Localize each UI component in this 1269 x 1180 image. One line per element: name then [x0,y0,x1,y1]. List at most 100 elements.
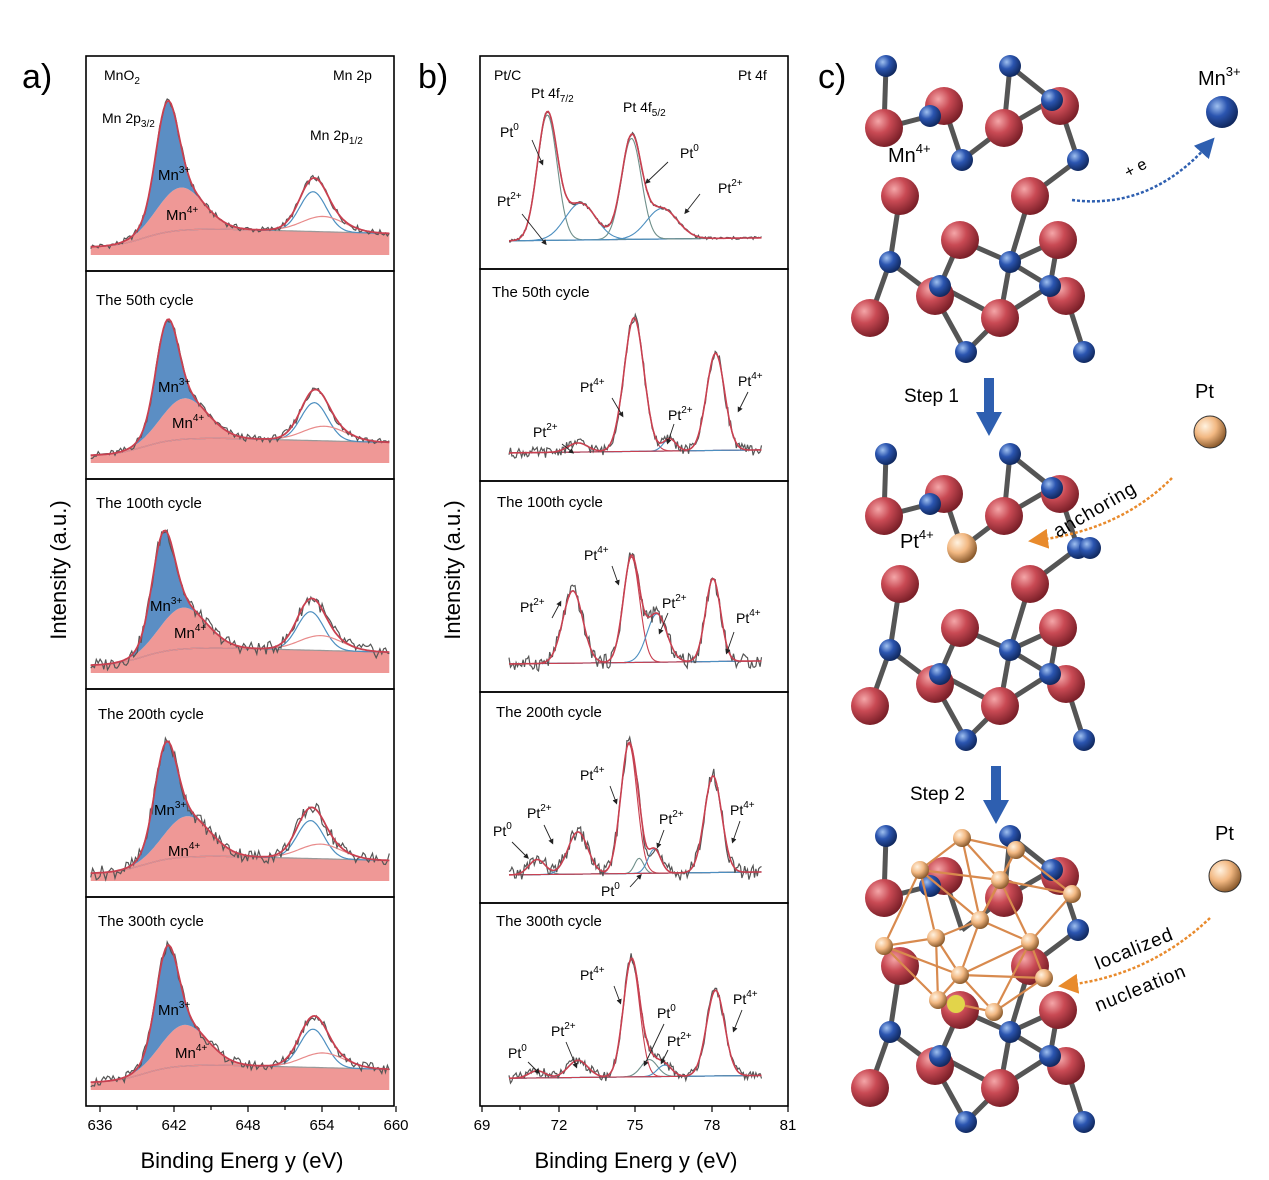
pt-bond [1015,849,1073,895]
pt-atom [1035,969,1053,987]
step1-label: Step 1 [904,386,959,407]
mno2-lattice-anchoring [851,443,1101,751]
pt-atom [951,966,969,984]
a-peak-label-1-2: Mn 2p1/2 [310,127,363,147]
oxygen-atom [1039,609,1077,647]
mn-atom [999,251,1021,273]
nucleation-arrow [1058,917,1211,994]
mn-2p12-component [90,634,390,666]
step2-arrow-head [983,800,1009,824]
pt-atom [991,871,1009,889]
pt-seed-atom [947,995,965,1013]
xtick-label: 636 [87,1117,112,1134]
panel-c-schematic [851,55,1101,1133]
xtick-label: 78 [704,1117,721,1134]
oxygen-atom [981,1069,1019,1107]
pt-atom [1021,933,1039,951]
panel-b-ylabel: Intensity (a.u.) [440,500,465,639]
pt-label: Pt4+ [580,765,605,783]
mn-atom [875,443,897,465]
mn-atom [999,1021,1021,1043]
pt-bond [961,836,1017,852]
panel-a-letter: a) [22,58,52,96]
pt-label: Pt4+ [733,989,758,1007]
fit-envelope [509,316,762,454]
pt-bond [999,879,1031,943]
panel-c-letter: c) [818,58,846,96]
mn-atom [929,663,951,685]
pt-label: Pt0 [680,143,699,161]
pt-bond [919,868,1001,882]
mn-2p12-component [90,215,390,248]
oxygen-atom [865,879,903,917]
pt-label: Pt2+ [533,422,558,440]
mn-atom [999,443,1021,465]
oxygen-atom [881,177,919,215]
mn-atom [1039,275,1061,297]
raw-spectrum [508,312,763,460]
fit-envelope [90,740,390,875]
pt-bond [883,944,961,977]
pt-label: Pt2+ [718,178,743,196]
mn-atom [929,275,951,297]
pt-component-peak [509,202,762,242]
pt-label: Pt2+ [662,593,687,611]
b-annotation-arrows [511,139,749,1074]
pt-label: Pt0 [601,881,620,899]
pt-atom [1063,885,1081,903]
mn4-label: Mn4+ [172,413,204,432]
oxygen-atom [1011,177,1049,215]
fit-envelope [509,957,762,1079]
oxygen-atom [851,687,889,725]
pt-bond [959,941,1031,976]
mn-atom [879,1021,901,1043]
mn-atom [1041,89,1063,111]
pt-atom [953,829,971,847]
anchoring-arrow [1028,477,1173,549]
pt-component-peak [509,556,762,665]
oxygen-atom [985,497,1023,535]
oxygen-atom [851,299,889,337]
mn3-area [90,530,390,666]
pt-bond [960,837,982,921]
pt-label: Pt0 [500,122,519,140]
mn4-label: Mn4+ [175,1043,207,1062]
b-header-left: Pt/C [494,67,521,83]
mn-atom [951,149,973,171]
mn-atom [1067,149,1089,171]
b-row-title-4: The 300th cycle [496,913,602,930]
step2-label: Step 2 [910,784,965,805]
mn-atom [1067,919,1089,941]
pt4-site-label: Pt4+ [900,527,934,553]
oxygen-atom [1011,565,1049,603]
mn3-label: Mn3+ [158,165,190,184]
pt-label: Pt2+ [551,1021,576,1039]
pt-label: Pt2+ [667,1031,692,1049]
mno2-lattice-initial [851,55,1095,363]
xtick-label: 75 [627,1117,644,1134]
xtick-label: 81 [780,1117,797,1134]
mn3-label: Mn3+ [158,1000,190,1019]
panel-b-xlabel: Binding Energ y (eV) [535,1148,738,1173]
pt-atom [985,1003,1003,1021]
mn-atom [919,493,941,515]
panel-a-spectra [90,98,390,1090]
pt-label-step2: Pt [1215,823,1234,845]
oxygen-atom [981,299,1019,337]
oxygen-atom [985,109,1023,147]
mn4-label: Mn4+ [174,623,206,642]
pt-bond [1029,893,1073,943]
xtick-label: 72 [551,1117,568,1134]
step1-arrow-head [976,412,1002,436]
mn-atom [1073,729,1095,751]
mn-atom [1073,341,1095,363]
pt-bond [918,869,938,939]
mn4-area [90,1024,390,1090]
pt-label: Pt2+ [497,191,522,209]
pt-label: Pt2+ [520,597,545,615]
pt-atom-step2 [1208,859,1242,893]
mn-atom [919,105,941,127]
panel-b-letter: b) [418,58,448,96]
a-row-title-1: The 50th cycle [96,292,194,309]
mn-atom [999,639,1021,661]
